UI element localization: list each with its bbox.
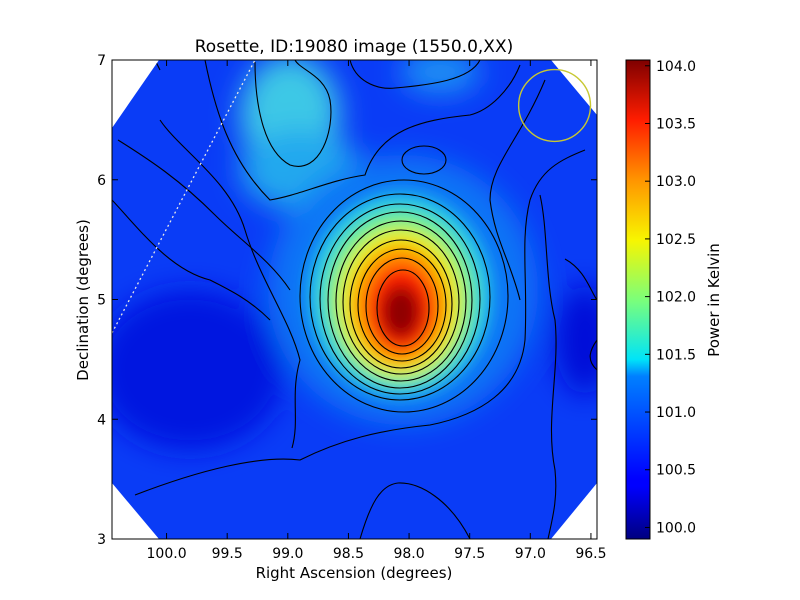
colorbar-tick-label: 100.5 xyxy=(656,463,696,479)
contour xyxy=(319,203,481,395)
y-tick-label: 5 xyxy=(97,293,106,309)
contour-southeast xyxy=(539,194,557,539)
x-tick-label: 98.0 xyxy=(393,546,424,562)
colorbar-tick-label: 102.5 xyxy=(656,232,696,248)
colorbar-tick-label: 102.0 xyxy=(656,290,696,306)
contour-north-knot xyxy=(401,145,447,175)
contour xyxy=(309,193,491,401)
y-tick-label: 4 xyxy=(97,412,106,428)
colorbar-ticks: 100.0 100.5 101.0 101.5 102.0 102.5 103.0 103.5… xyxy=(645,59,696,536)
contour xyxy=(335,220,467,382)
y-axis: 3 4 5 6 7 xyxy=(97,53,597,548)
contours xyxy=(112,60,597,539)
contour xyxy=(299,179,509,413)
colorbar: 100.0 100.5 101.0 101.5 102.0 102.5 103.0 103.5… xyxy=(625,59,723,540)
contour xyxy=(134,149,586,496)
x-tick-label: 98.5 xyxy=(333,546,364,562)
colorbar-label: Power in Kelvin xyxy=(705,243,723,357)
contour xyxy=(327,211,473,389)
y-tick-label: 3 xyxy=(97,532,106,548)
contour-north-ridge xyxy=(204,60,521,201)
contour-south xyxy=(359,482,471,539)
y-tick-label: 7 xyxy=(97,53,106,69)
contour xyxy=(342,229,460,375)
x-axis-label: Right Ascension (degrees) xyxy=(256,564,453,582)
colorbar-tick-label: 101.0 xyxy=(656,405,696,421)
contour-west-2 xyxy=(117,139,291,291)
colorbar-gradient xyxy=(625,59,651,540)
contour-east-edge xyxy=(589,339,597,371)
x-tick-label: 96.5 xyxy=(575,546,606,562)
colorbar-tick-label: 100.0 xyxy=(656,520,696,536)
x-tick-label: 97.5 xyxy=(454,546,485,562)
heatmap-low-region-right xyxy=(555,285,597,395)
contour-north xyxy=(349,60,481,89)
heatmap-north-knot xyxy=(400,60,480,94)
contour xyxy=(365,257,439,355)
dotted-track xyxy=(112,60,256,334)
contour xyxy=(357,248,447,362)
x-axis: 100.0 99.5 99.0 98.5 98.0 97.5 97.0 96.5 xyxy=(147,60,607,562)
x-tick-label: 97.0 xyxy=(515,546,546,562)
colorbar-tick-label: 103.5 xyxy=(656,116,696,132)
colorbar-tick-label: 101.5 xyxy=(656,347,696,363)
chart-title: Rosette, ID:19080 image (1550.0,XX) xyxy=(195,37,513,57)
y-tick-label: 6 xyxy=(97,173,106,189)
heatmap xyxy=(112,60,597,539)
heatmap-low-region xyxy=(112,290,285,450)
x-tick-label: 100.0 xyxy=(147,546,187,562)
beam-circle xyxy=(517,68,592,143)
contour xyxy=(349,239,453,369)
heatmap-peak xyxy=(381,285,421,339)
contour-west xyxy=(112,199,271,321)
colorbar-tick-label: 103.0 xyxy=(656,174,696,190)
y-axis-label: Declination (degrees) xyxy=(74,219,92,381)
x-tick-label: 99.0 xyxy=(272,546,303,562)
contour-northwest-lobe xyxy=(254,60,332,167)
contour-southeast-2 xyxy=(564,258,597,301)
colorbar-tick-label: 104.0 xyxy=(656,59,696,75)
x-tick-label: 99.5 xyxy=(212,546,243,562)
contour-east xyxy=(489,79,546,301)
contour-peak xyxy=(376,269,430,347)
